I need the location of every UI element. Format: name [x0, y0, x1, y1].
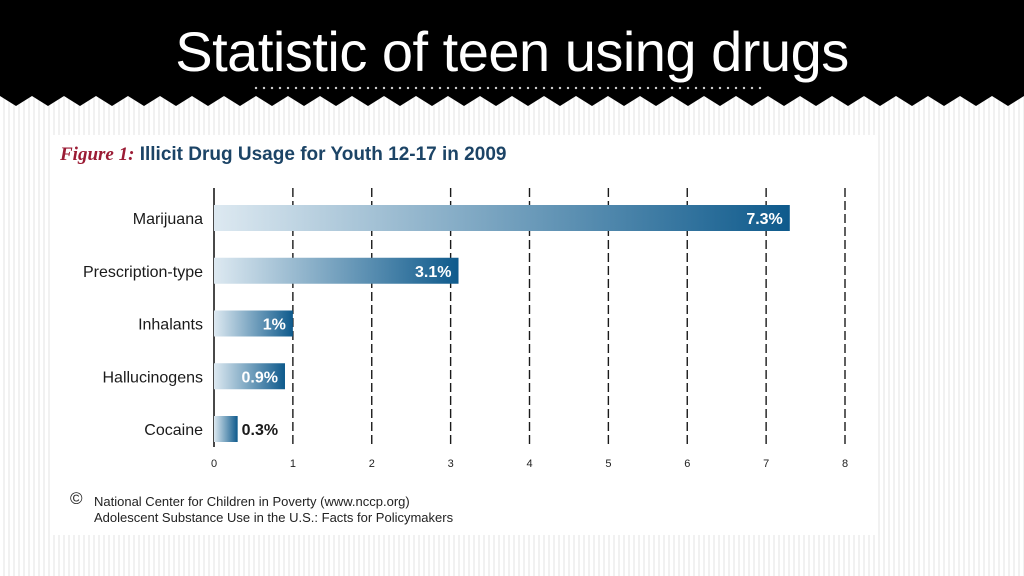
x-tick-label: 3: [448, 458, 454, 470]
source-line-2: Adolescent Substance Use in the U.S.: Fa…: [94, 510, 454, 525]
x-tick-label: 8: [842, 458, 848, 470]
x-tick-label: 2: [369, 458, 375, 470]
value-label: 7.3%: [746, 211, 782, 228]
x-tick-label: 5: [605, 458, 611, 470]
category-label: Marijuana: [133, 211, 203, 228]
value-label: 0.3%: [242, 422, 278, 439]
x-tick-label: 7: [763, 458, 769, 470]
slide-title: Statistic of teen using drugs: [175, 20, 849, 83]
value-label: 0.9%: [242, 369, 278, 386]
bar-prescription-type: [214, 257, 459, 284]
x-tick-label: 0: [211, 458, 217, 470]
source-line-1: National Center for Children in Poverty …: [94, 494, 410, 509]
x-tick-label: 4: [526, 458, 532, 470]
source-citation: © National Center for Children in Povert…: [70, 489, 454, 526]
bar-marijuana: [214, 205, 790, 231]
category-label: Cocaine: [144, 422, 203, 439]
figure-number: Figure 1:: [60, 144, 135, 165]
figure-panel: [50, 135, 878, 535]
value-label: 1%: [263, 317, 286, 334]
title-underline-dots: [252, 86, 764, 90]
bar-inhalants: [214, 310, 293, 337]
figure-title-text: Illicit Drug Usage for Youth 12-17 in 20…: [139, 144, 507, 165]
category-label: Hallucinogens: [102, 369, 203, 386]
copyright-icon: ©: [70, 489, 83, 508]
value-label: 3.1%: [415, 264, 451, 281]
category-label: Inhalants: [138, 317, 203, 334]
x-tick-label: 1: [290, 458, 296, 470]
figure-title: Figure 1: Illicit Drug Usage for Youth 1…: [60, 144, 506, 166]
x-tick-label: 6: [684, 458, 690, 470]
bar-cocaine: [214, 416, 238, 442]
header-band: [0, 0, 1024, 106]
bar-hallucinogens: [214, 363, 285, 390]
category-label: Prescription-type: [83, 264, 203, 281]
